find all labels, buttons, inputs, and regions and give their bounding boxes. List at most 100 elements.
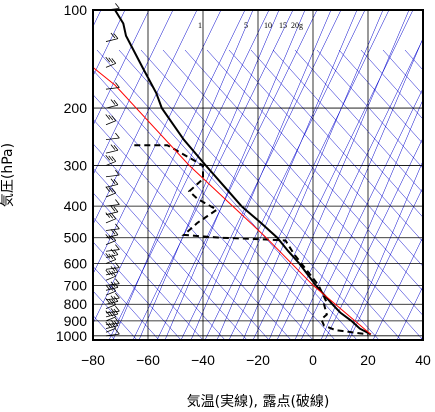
mixing-ratio-labels: 1 5 10 15 20g: [198, 21, 303, 30]
y-axis-label: 気圧(hPa): [0, 143, 16, 207]
wind-barb: [105, 154, 117, 166]
x-tick-label: 20: [360, 352, 376, 368]
mixing-ratio-line: [164, 10, 306, 340]
y-tick-label: 800: [64, 296, 88, 312]
adiabat-line: [93, 94, 314, 340]
wind-barb: [105, 292, 120, 301]
wind-barb-flag: [110, 319, 116, 326]
wind-barb-flag: [111, 235, 117, 241]
wind-barb-flag: [105, 310, 111, 316]
adiabat-line: [93, 118, 292, 340]
y-tick-label: 1000: [56, 328, 87, 344]
wind-barb-flag: [115, 262, 120, 268]
adiabat-line: [162, 49, 423, 340]
isotherm-line: [252, 10, 414, 340]
wind-barb-shaft: [105, 275, 116, 281]
wind-barb-shaft: [105, 62, 116, 68]
y-tick-label: 200: [64, 100, 88, 116]
wind-barb: [105, 212, 117, 224]
wind-barb: [105, 169, 120, 178]
wind-barb-shaft: [105, 254, 119, 258]
wind-barb-flag: [108, 285, 114, 291]
wind-barb-flag: [113, 206, 119, 213]
wind-barb-flag: [113, 296, 119, 302]
adiabat-line: [93, 167, 248, 340]
wind-barb-flag: [111, 254, 117, 260]
wind-barb-flag: [113, 320, 119, 326]
wind-barb-flag: [115, 82, 120, 88]
x-tick-label: 40: [415, 352, 431, 368]
wind-barb: [105, 310, 117, 322]
y-tick-label: 900: [64, 313, 88, 329]
x-tick-label: 0: [309, 352, 317, 368]
wind-barb-shaft: [105, 38, 119, 42]
adiabat-line: [294, 49, 423, 194]
adiabat-line: [316, 49, 423, 169]
temperature-line: [114, 10, 372, 336]
wind-barb-flag: [110, 228, 116, 235]
wind-barb: [105, 269, 117, 281]
wind-barb: [105, 199, 120, 207]
wind-barb-flag: [105, 321, 111, 328]
wind-barb-shaft: [105, 120, 116, 126]
isotherm-line: [93, 10, 198, 226]
wind-barb: [105, 132, 120, 141]
x-tick-label: −40: [191, 352, 215, 368]
wind-barb-shaft: [105, 304, 116, 309]
adiabat-line: [360, 49, 423, 120]
mixing-ratio-label: 5: [244, 21, 248, 30]
wind-barb: [105, 99, 119, 109]
wind-barb-flag: [115, 244, 120, 250]
wind-barb-flag: [111, 156, 117, 162]
wind-barb: [105, 281, 119, 291]
wind-barb-flag: [115, 278, 120, 284]
mixing-ratio-line: [216, 10, 358, 340]
wind-barb-flag: [108, 270, 114, 276]
wind-barb-shaft: [105, 174, 120, 178]
wind-barb-flag: [108, 234, 114, 241]
wind-barb: [105, 144, 119, 154]
wind-barb-shaft: [105, 104, 119, 109]
isotherm-line: [372, 236, 423, 340]
wind-barb-flag: [108, 298, 114, 305]
wind-barb-flag: [108, 57, 114, 64]
wind-barb-flag: [113, 308, 119, 315]
mixing-ratio-line: [268, 10, 410, 340]
wind-barb: [105, 284, 117, 296]
adiabat-line: [228, 49, 423, 267]
adiabat-line: [93, 192, 226, 340]
wind-barb-flag: [115, 317, 120, 324]
adiabat-line: [272, 49, 423, 218]
wind-barb-shaft: [105, 310, 120, 314]
wind-barb-flag: [115, 328, 120, 335]
wind-barb-flag: [108, 322, 114, 328]
wind-barbs: [105, 3, 120, 337]
wind-barb-flag: [110, 281, 116, 288]
wind-barb: [105, 223, 120, 231]
adiabat-line: [93, 69, 336, 340]
wind-barb-shaft: [105, 297, 120, 301]
isotherm-line: [93, 10, 174, 176]
wind-barb-flag: [108, 311, 114, 317]
adiabat-line: [93, 216, 204, 340]
wind-barb-flag: [113, 282, 119, 288]
adiabat-line: [206, 49, 423, 292]
y-tick-label: 100: [64, 2, 88, 18]
mixing-ratio-label: 1: [198, 21, 202, 30]
wind-barb-shaft: [105, 161, 116, 166]
adiabat-line: [382, 49, 423, 95]
wind-barb-flag: [115, 199, 120, 205]
adiabat-line: [118, 49, 380, 340]
wind-barb-flag: [110, 295, 116, 301]
y-tick-label: 300: [64, 157, 88, 173]
wind-barb-flag: [108, 253, 114, 260]
wind-barb-shaft: [105, 259, 116, 264]
sounding-series: [93, 10, 372, 336]
wind-barb-flag: [111, 58, 117, 64]
wind-barb-flag: [105, 269, 111, 276]
isotherm-line: [93, 10, 150, 127]
wind-barb-flag: [111, 322, 117, 329]
adiabat-line: [96, 49, 358, 340]
wind-barb-flag: [105, 234, 111, 240]
